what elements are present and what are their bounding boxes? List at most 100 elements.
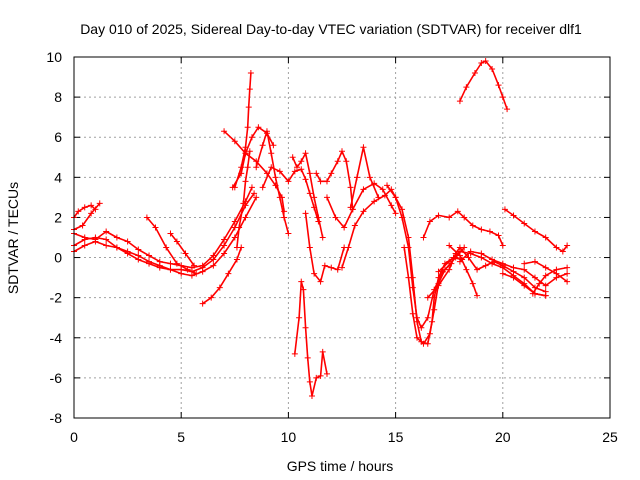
data-point — [276, 194, 283, 201]
series-arc-06-markers — [143, 214, 200, 277]
y-axis-label: SDTVAR / TECUs — [5, 182, 21, 294]
data-point — [103, 228, 110, 235]
data-point — [124, 250, 131, 257]
data-point — [276, 168, 283, 175]
data-point — [328, 170, 335, 177]
series-arc-16-markers — [302, 210, 348, 285]
y-tick-label: 2 — [54, 209, 62, 225]
data-point — [103, 236, 110, 243]
data-point — [482, 58, 489, 65]
series-arc-25-markers — [446, 242, 481, 299]
data-point — [113, 234, 120, 241]
data-point — [81, 204, 88, 211]
series-arc-27-markers — [456, 248, 571, 289]
series-arc-31-markers — [529, 264, 571, 297]
data-point — [510, 264, 517, 271]
data-point — [304, 354, 311, 361]
data-point — [461, 214, 468, 221]
data-point — [392, 210, 399, 217]
data-point — [418, 324, 425, 331]
data-point — [471, 70, 478, 77]
x-tick-label: 15 — [388, 429, 404, 445]
x-tick-label: 10 — [281, 429, 297, 445]
data-point — [542, 264, 549, 271]
series-arc-13-markers — [253, 128, 292, 237]
data-point — [409, 310, 416, 317]
series-arc-06 — [146, 216, 197, 275]
data-point — [489, 66, 496, 73]
data-point — [542, 292, 549, 299]
y-tick-label: 6 — [54, 129, 62, 145]
tick-labels: 0 5 10 15 20 25 -8 -6 -4 -2 0 2 4 6 8 10 — [46, 49, 618, 445]
series-arc-29-markers — [501, 206, 571, 255]
data-point — [306, 244, 313, 251]
data-point — [469, 280, 476, 287]
data-point — [302, 324, 309, 331]
data-point — [285, 230, 292, 237]
data-point — [191, 262, 198, 269]
series-arc-25 — [448, 244, 478, 297]
data-point — [478, 250, 485, 257]
x-axis-label: GPS time / hours — [287, 458, 394, 474]
data-point — [311, 270, 318, 277]
data-point — [242, 150, 249, 157]
data-point — [414, 318, 421, 325]
data-point — [521, 220, 528, 227]
data-point — [251, 190, 258, 197]
x-tick-label: 0 — [70, 429, 78, 445]
data-point — [221, 128, 228, 135]
data-point — [113, 244, 120, 251]
data-point — [167, 260, 174, 267]
data-point — [146, 260, 153, 267]
data-point — [231, 218, 238, 225]
data-point — [478, 226, 485, 233]
data-point — [478, 60, 485, 67]
data-point — [486, 228, 493, 235]
data-point — [268, 150, 275, 157]
data-point — [313, 374, 320, 381]
data-point — [446, 214, 453, 221]
data-point — [293, 164, 300, 171]
series-arc-04 — [73, 192, 255, 273]
y-tick-label: 8 — [54, 89, 62, 105]
data-point — [564, 264, 571, 271]
data-point — [469, 222, 476, 229]
data-point — [328, 264, 335, 271]
data-point — [296, 314, 303, 321]
data-point — [143, 214, 150, 221]
series-arc-13 — [255, 130, 290, 235]
data-point — [564, 242, 571, 249]
series-arc-09-markers — [233, 148, 253, 251]
data-point — [531, 274, 538, 281]
series-arc-05 — [73, 196, 257, 277]
data-point — [96, 200, 103, 207]
y-tick-label: -4 — [50, 330, 63, 346]
data-point — [521, 274, 528, 281]
data-point — [384, 182, 391, 189]
data-point — [499, 242, 506, 249]
data-point — [317, 372, 324, 379]
data-point — [435, 268, 442, 275]
data-point — [103, 242, 110, 249]
data-point — [255, 124, 262, 131]
data-point — [339, 264, 345, 271]
data-point — [281, 214, 288, 221]
series-arc-17 — [315, 150, 354, 211]
data-point — [245, 104, 252, 111]
data-point — [188, 272, 195, 279]
data-point — [399, 206, 406, 213]
data-point — [347, 204, 354, 211]
data-point — [173, 238, 180, 245]
series-arc-20-markers — [339, 186, 455, 331]
data-point — [489, 256, 496, 263]
data-point — [401, 244, 408, 251]
data-point — [259, 184, 266, 191]
series-arc-07 — [169, 232, 195, 267]
data-point — [247, 70, 254, 77]
data-point — [499, 270, 506, 277]
data-point — [253, 164, 260, 171]
data-point — [124, 238, 131, 245]
data-point — [302, 150, 309, 157]
data-point — [289, 154, 296, 161]
data-point — [184, 266, 191, 273]
